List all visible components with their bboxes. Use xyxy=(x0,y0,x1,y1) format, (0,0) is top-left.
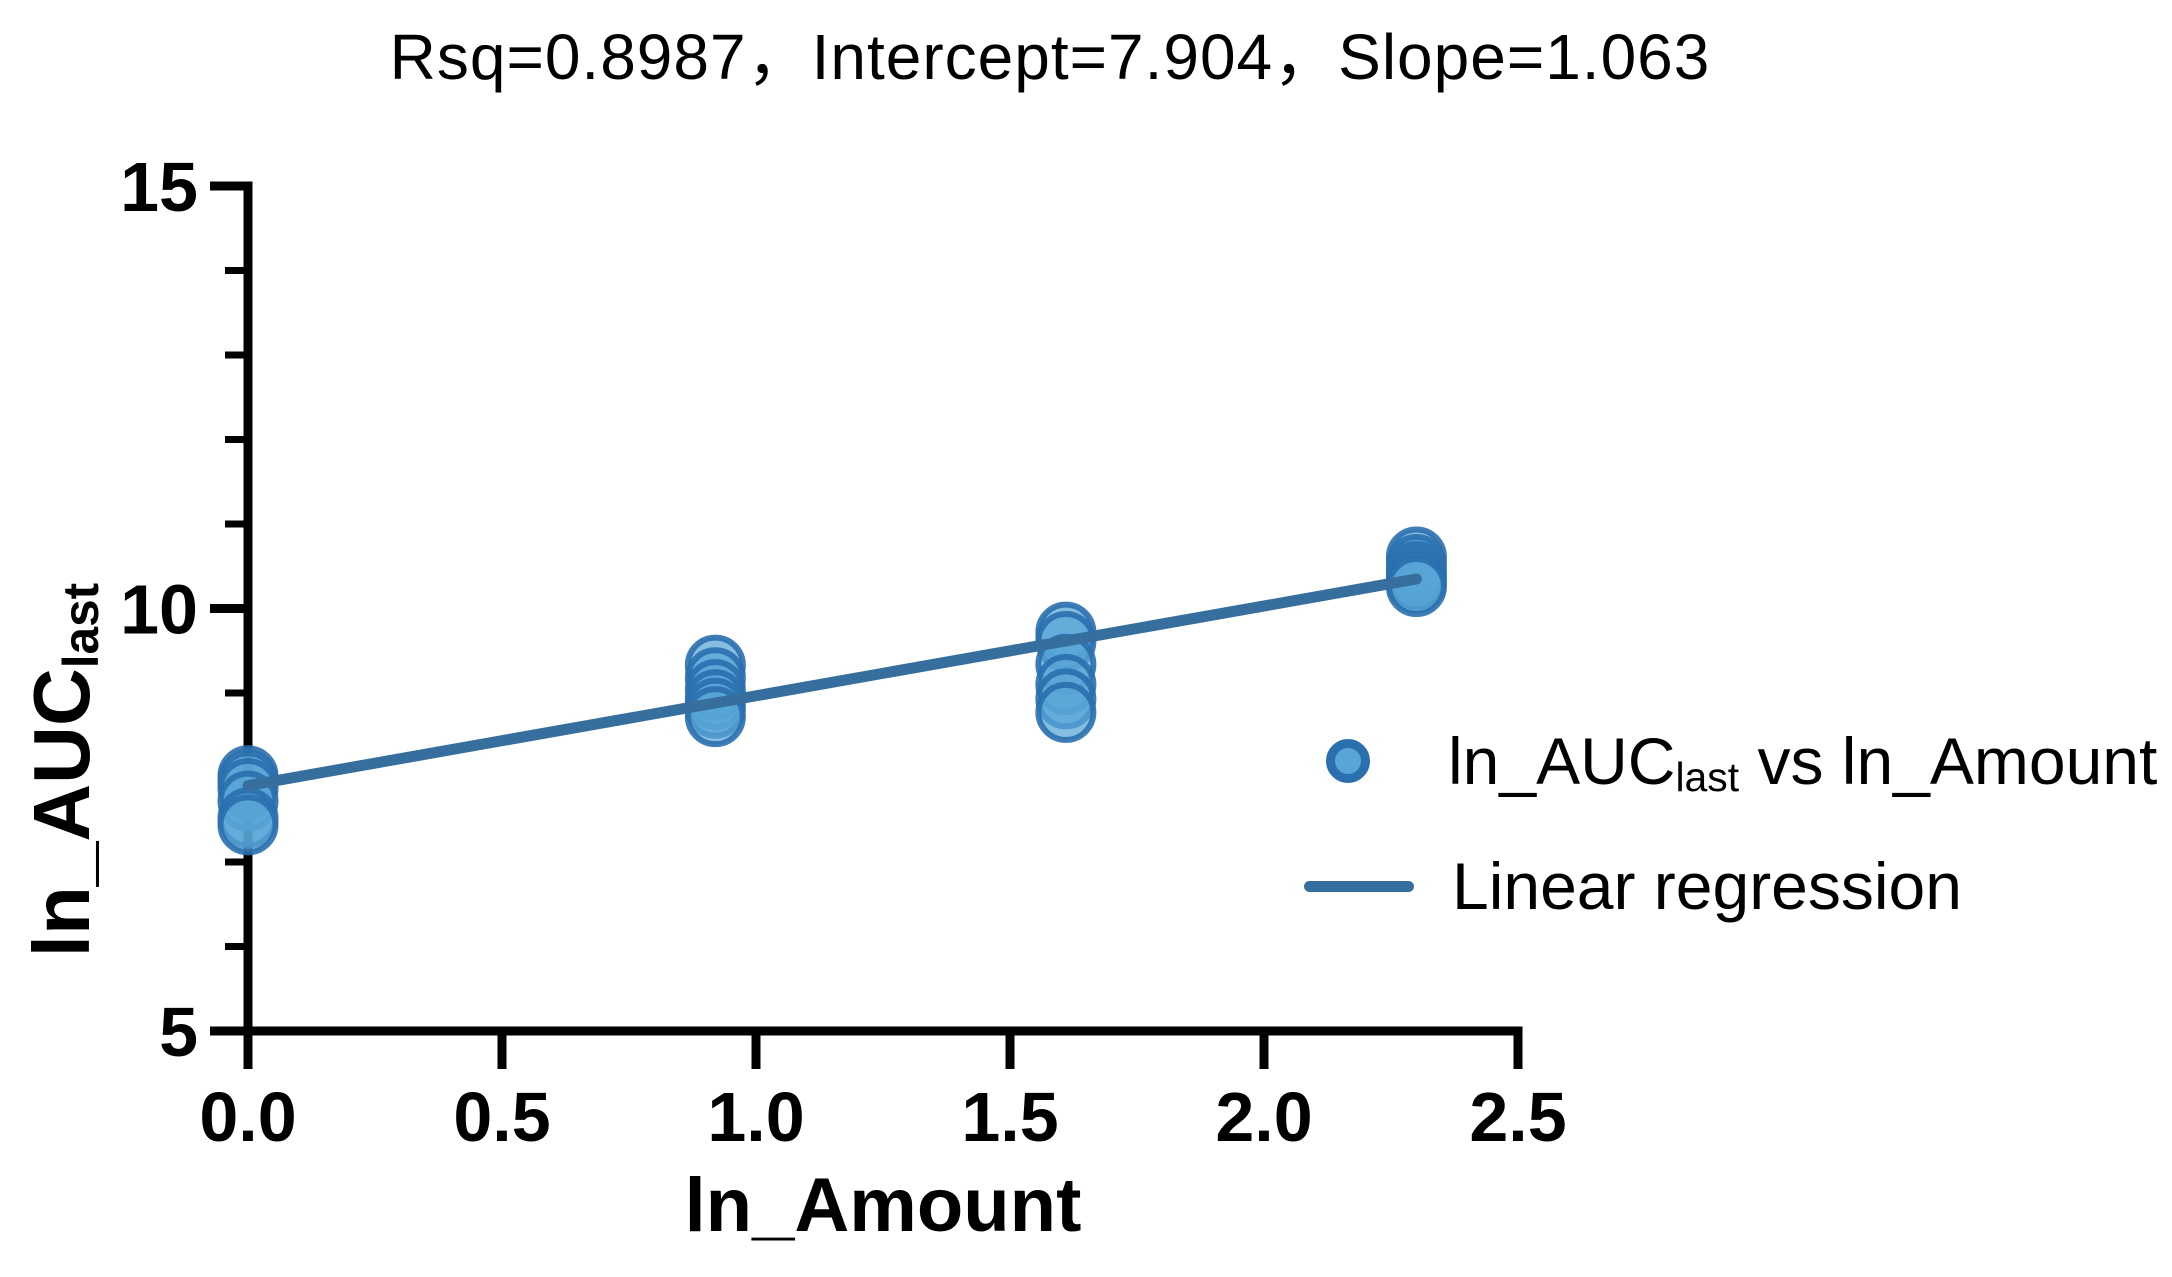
y-tick-label: 10 xyxy=(120,571,198,649)
x-tick-label: 1.0 xyxy=(707,1078,804,1156)
regression-line xyxy=(242,573,1422,792)
chart-title: Rsq=0.8987，Intercept=7.904，Slope=1.063 xyxy=(389,21,1711,93)
x-tick-label: 2.5 xyxy=(1469,1078,1566,1156)
legend-item-regression: Linear regression xyxy=(1304,840,1962,932)
legend-label-regression: Linear regression xyxy=(1452,849,1962,923)
regression-line-icon xyxy=(1304,880,1414,892)
data-point xyxy=(1035,681,1097,743)
data-point xyxy=(217,794,279,856)
x-axis-title: ln_Amount xyxy=(684,1163,1082,1248)
legend-item-scatter: ln_AUClast vs ln_Amount xyxy=(1304,715,2157,807)
legend-label-subscript: last xyxy=(1675,754,1740,801)
y-axis-title-subscript: last xyxy=(52,582,109,669)
y-tick-label: 15 xyxy=(120,148,198,226)
y-axis-title: ln_AUClast xyxy=(16,582,109,958)
x-tick-label: 2.0 xyxy=(1215,1078,1312,1156)
scatter-marker-icon xyxy=(1326,739,1370,783)
y-tick-label: 5 xyxy=(159,993,198,1071)
x-tick-label: 1.5 xyxy=(961,1078,1058,1156)
legend-label-scatter: ln_AUClast vs ln_Amount xyxy=(1448,724,2158,801)
y-axis-title-main: ln_AUC xyxy=(17,668,106,958)
x-tick-label: 0.0 xyxy=(199,1078,296,1156)
x-tick-label: 0.5 xyxy=(453,1078,550,1156)
